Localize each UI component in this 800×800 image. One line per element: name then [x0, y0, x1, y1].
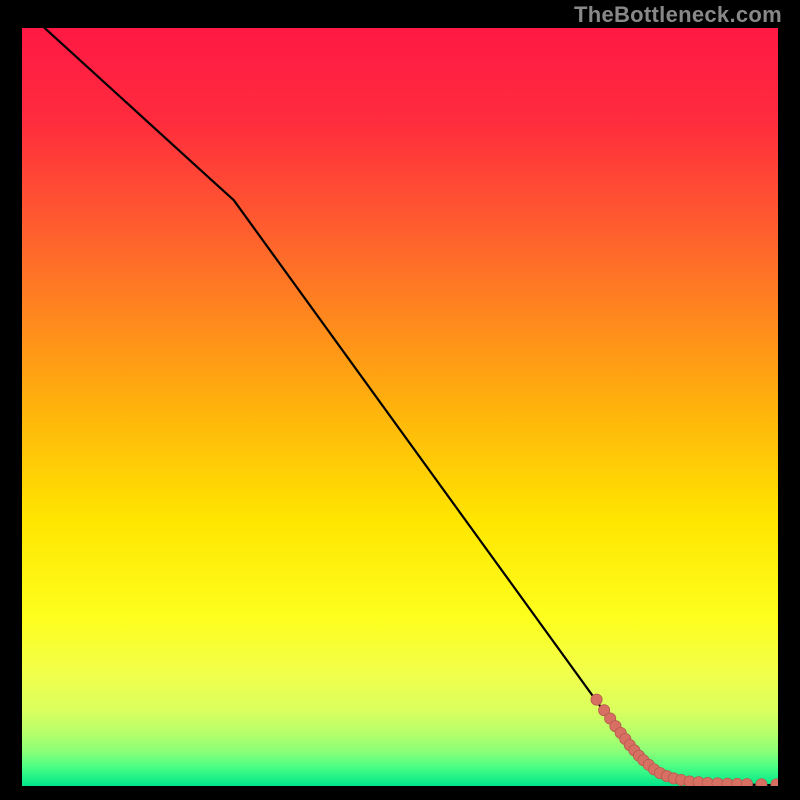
bottleneck-chart: [22, 28, 778, 786]
data-point: [702, 777, 713, 786]
data-point: [741, 779, 752, 786]
data-point: [756, 779, 767, 786]
data-point: [591, 694, 602, 705]
plot-background: [22, 28, 778, 786]
attribution-link[interactable]: TheBottleneck.com: [574, 2, 782, 28]
